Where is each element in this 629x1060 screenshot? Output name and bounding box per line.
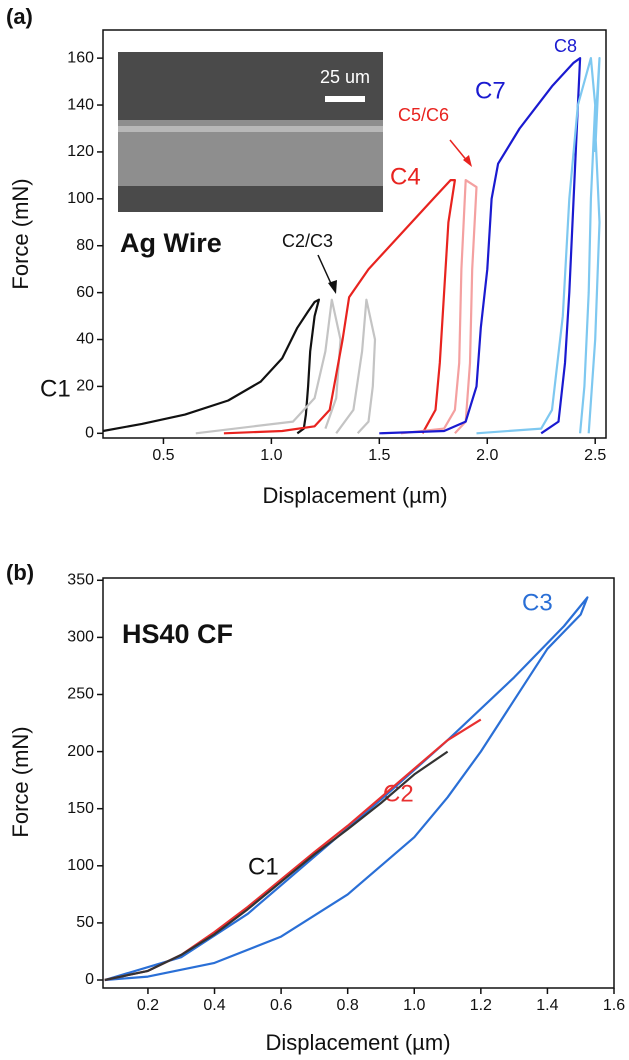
data-line xyxy=(195,298,377,435)
x-tick-label: 2.0 xyxy=(476,447,498,464)
data-line xyxy=(223,179,456,435)
x-tick-label: 0.4 xyxy=(203,997,225,1014)
x-tick-label: 1.5 xyxy=(368,447,390,464)
x-tick-label: 1.0 xyxy=(403,997,425,1014)
x-tick-label: 0.5 xyxy=(152,447,174,464)
data-line xyxy=(104,596,589,982)
scale-bar-label: 25 um xyxy=(320,67,370,87)
y-tick-label: 60 xyxy=(76,284,94,301)
y-tick-label: 100 xyxy=(67,190,94,207)
y-tick-label: 140 xyxy=(67,96,94,113)
arrow-head xyxy=(328,280,337,294)
y-tick-label: 40 xyxy=(76,331,94,348)
y-tick-label: 160 xyxy=(67,49,94,66)
annotation: HS40 CF xyxy=(122,619,233,649)
x-tick-label: 2.5 xyxy=(584,447,606,464)
data-line xyxy=(104,718,482,982)
annotation: Ag Wire xyxy=(120,228,222,258)
curve-label: C8 xyxy=(554,36,577,56)
x-tick-label: 1.6 xyxy=(603,997,625,1014)
y-tick-label: 150 xyxy=(67,800,94,817)
curve-label: C3 xyxy=(522,589,553,616)
panel-label: (a) xyxy=(6,4,33,29)
y-tick-label: 80 xyxy=(76,237,94,254)
y-tick-label: 50 xyxy=(76,914,94,931)
y-tick-label: 0 xyxy=(85,971,94,988)
plot-frame xyxy=(102,577,615,989)
y-axis-title: Force (mN) xyxy=(8,178,33,289)
curve-label: C5/C6 xyxy=(398,105,449,125)
data-line xyxy=(102,298,320,435)
inset-wire-edge xyxy=(118,126,383,132)
plot-frame xyxy=(102,29,607,439)
curve-label: C4 xyxy=(390,163,421,190)
curve-label: C1 xyxy=(248,853,279,880)
curve-label: C7 xyxy=(475,77,506,104)
y-tick-label: 100 xyxy=(67,857,94,874)
y-tick-label: 20 xyxy=(76,378,94,395)
x-tick-label: 1.4 xyxy=(536,997,558,1014)
panel-label: (b) xyxy=(6,560,34,585)
x-tick-label: 1.2 xyxy=(470,997,492,1014)
x-tick-label: 1.0 xyxy=(260,447,282,464)
x-tick-label: 0.2 xyxy=(137,997,159,1014)
y-tick-label: 0 xyxy=(85,425,94,442)
x-tick-label: 0.6 xyxy=(270,997,292,1014)
arrow-head xyxy=(463,155,472,167)
x-axis-title: Displacement (µm) xyxy=(265,1030,450,1055)
y-tick-label: 200 xyxy=(67,743,94,760)
curve-label: C1 xyxy=(40,375,71,402)
y-tick-label: 350 xyxy=(67,572,94,589)
y-tick-label: 250 xyxy=(67,686,94,703)
y-tick-label: 120 xyxy=(67,143,94,160)
curve-label: C2/C3 xyxy=(282,231,333,251)
y-tick-label: 300 xyxy=(67,629,94,646)
y-axis-title: Force (mN) xyxy=(8,726,33,837)
arrow xyxy=(449,139,469,163)
data-line xyxy=(400,179,478,435)
data-line xyxy=(104,750,449,982)
data-line xyxy=(379,57,582,435)
x-axis-title: Displacement (µm) xyxy=(262,483,447,508)
x-tick-label: 0.8 xyxy=(337,997,359,1014)
scale-bar xyxy=(325,96,365,102)
data-line xyxy=(476,57,601,435)
